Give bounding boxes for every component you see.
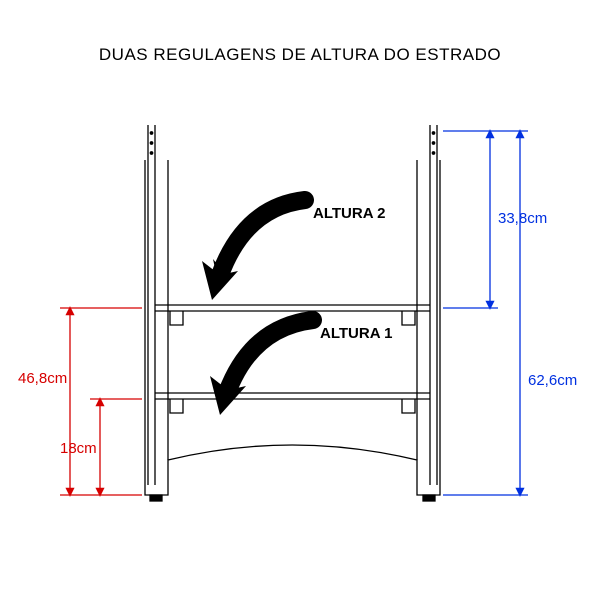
label-altura1: ALTURA 1 xyxy=(320,325,393,342)
page-title: DUAS REGULAGENS DE ALTURA DO ESTRADO xyxy=(0,0,600,65)
dim-right-full: 62,6cm xyxy=(528,372,577,389)
diagram-canvas: ALTURA 2 ALTURA 1 33,8cm 62,6cm 46,8cm 1… xyxy=(0,65,600,605)
label-altura2: ALTURA 2 xyxy=(313,205,386,222)
dim-right-top: 33,8cm xyxy=(498,210,547,227)
dim-right-group xyxy=(443,131,528,495)
arrow-altura2 xyxy=(202,200,305,300)
dim-left-group xyxy=(60,308,142,495)
dim-left-mid: 46,8cm xyxy=(18,370,67,387)
arrow-altura1 xyxy=(210,320,313,415)
dim-left-bottom: 18cm xyxy=(60,440,97,457)
furniture-outline xyxy=(145,125,440,501)
